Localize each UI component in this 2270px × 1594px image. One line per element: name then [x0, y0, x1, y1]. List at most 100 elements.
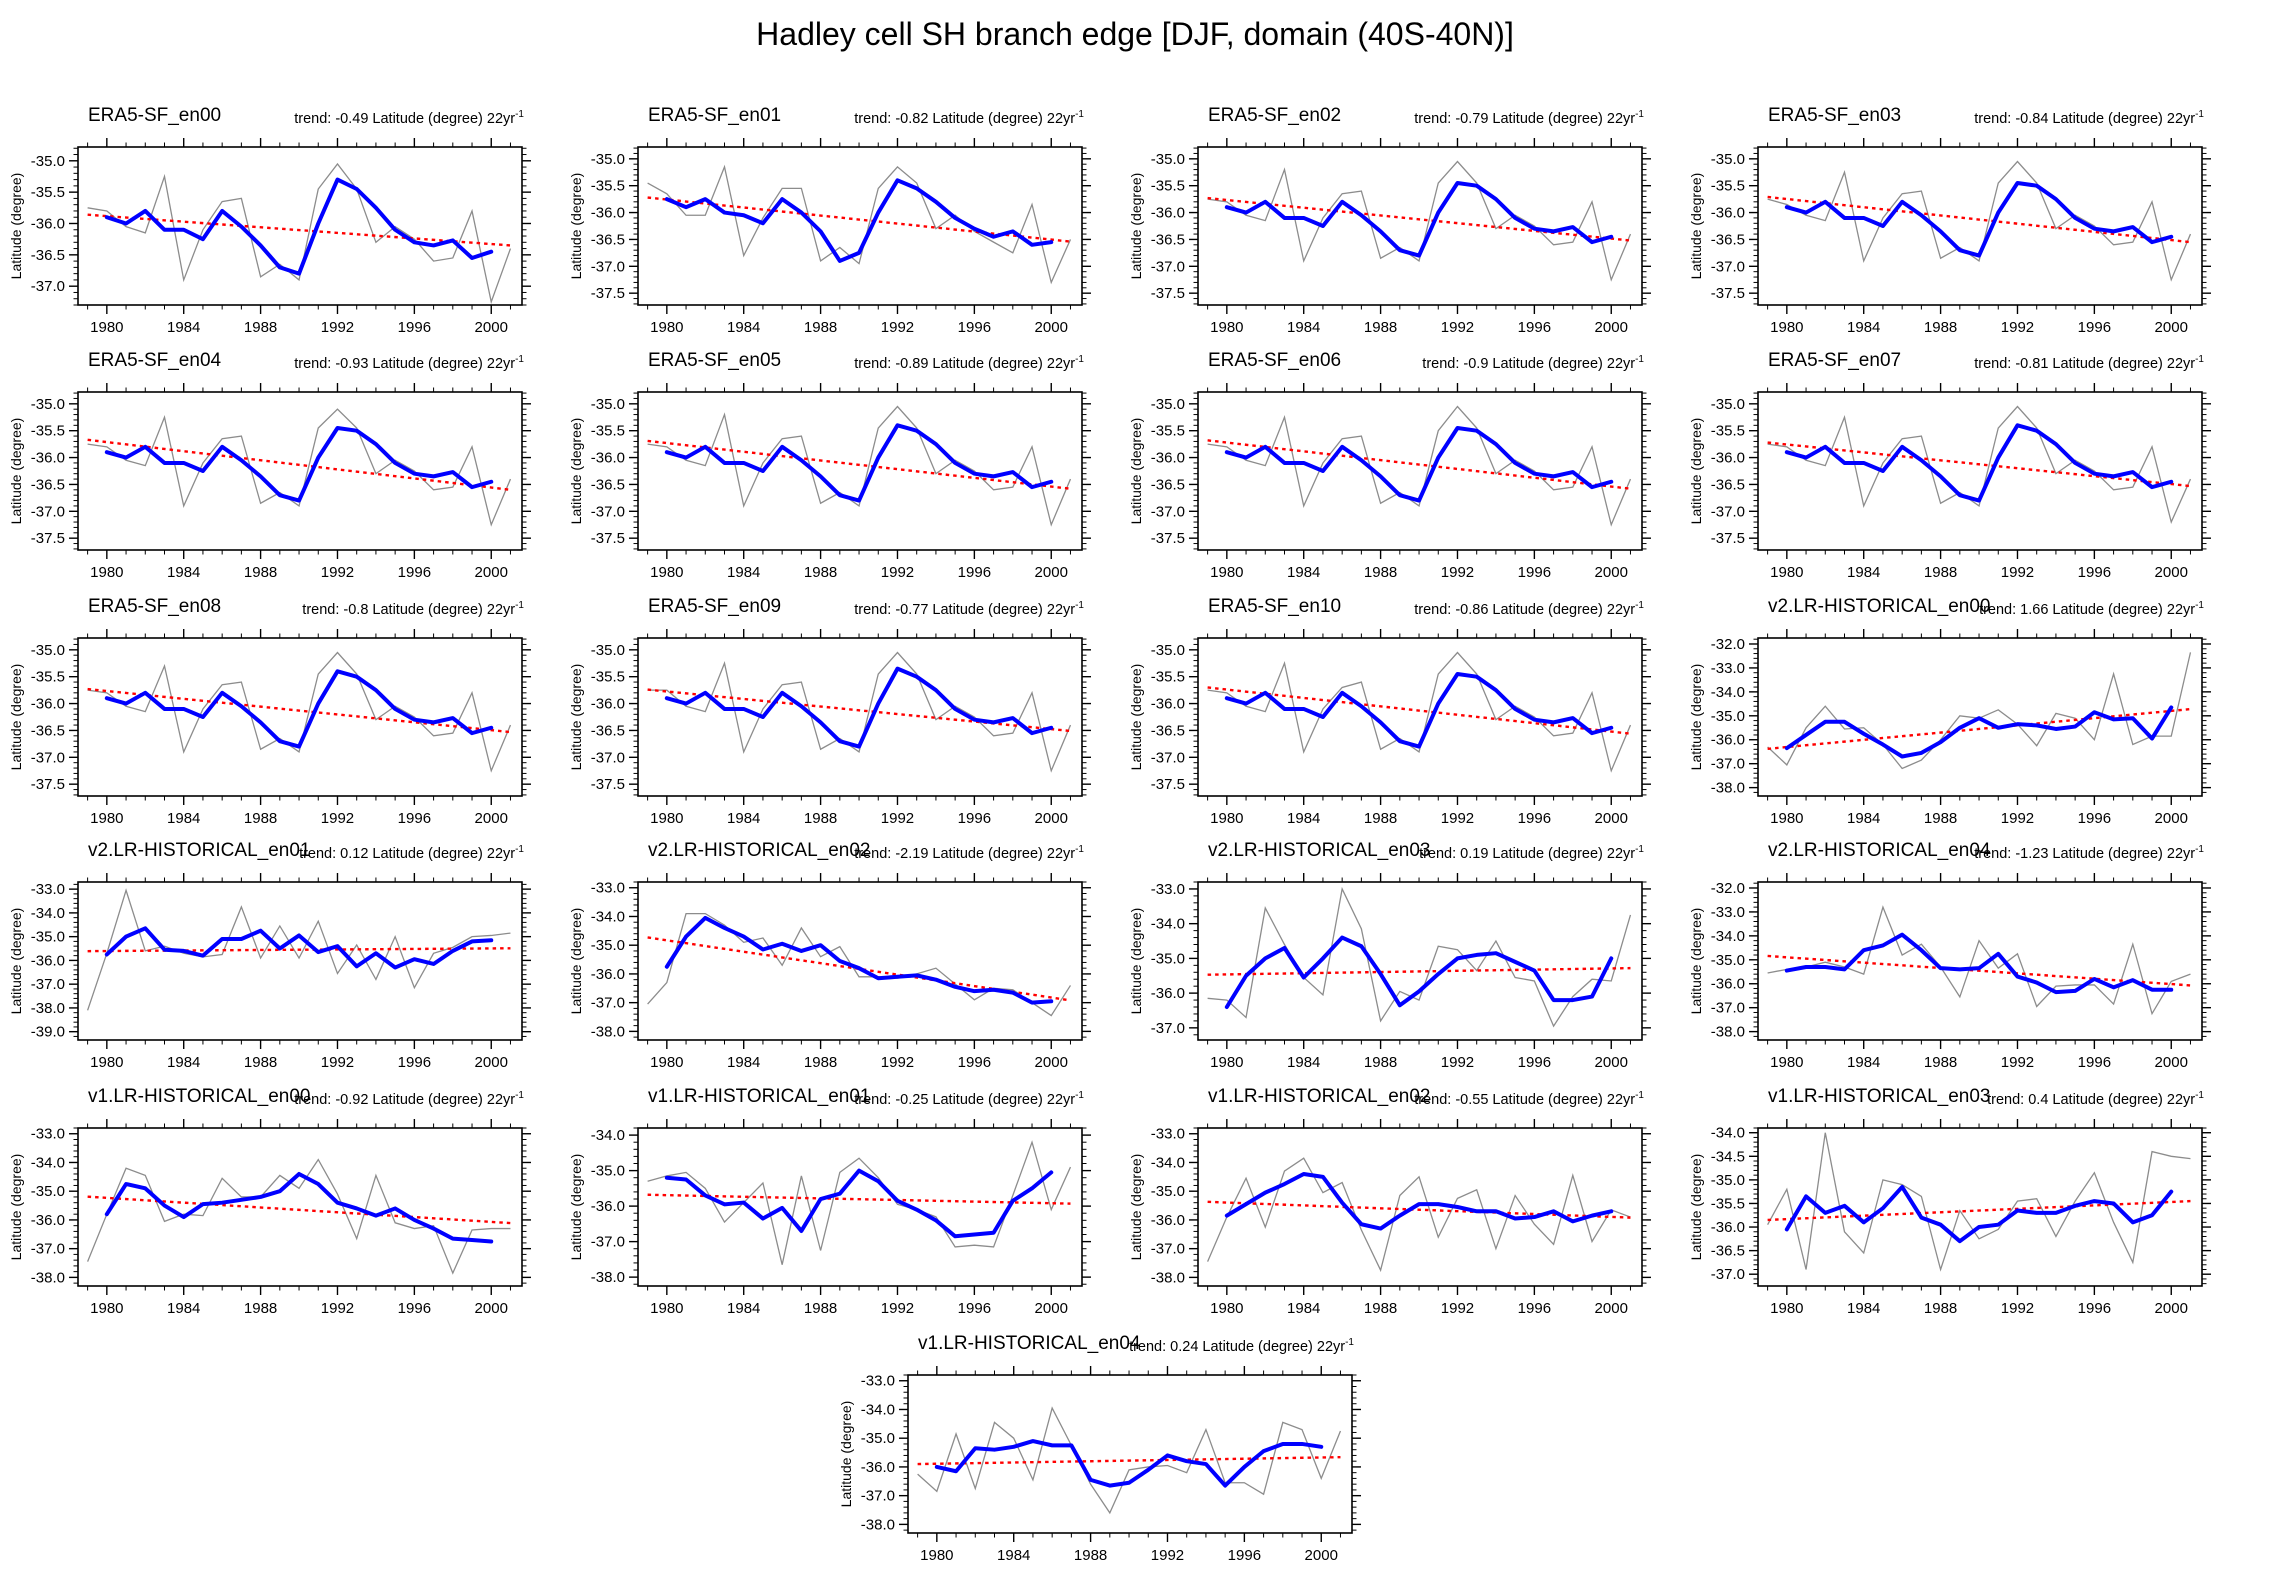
x-tick-label: 1988 [1364, 319, 1397, 336]
trend-label: trend: 0.12 Latitude (degree) 22yr-1 [299, 844, 524, 862]
panel-title: v2.LR-HISTORICAL_en02 [648, 840, 871, 861]
x-tick-label: 1980 [1210, 1300, 1243, 1317]
y-tick-label: -37.0 [1711, 258, 1745, 275]
y-tick-label: -35.5 [1711, 178, 1745, 195]
x-tick-label: 1996 [958, 319, 991, 336]
y-axis-label: Latitude (degree) [1128, 908, 1144, 1015]
plot-frame [637, 881, 1083, 1041]
trend-label-exponent: -1 [2195, 354, 2204, 365]
trend-label-text: trend: -0.77 Latitude (degree) 22yr [854, 601, 1076, 618]
x-tick-label: 1984 [1847, 1054, 1880, 1071]
trend-label-exponent: -1 [515, 1090, 524, 1101]
x-tick-label: 1996 [2078, 1054, 2111, 1071]
x-tick-label: 1992 [1441, 564, 1474, 581]
panel-v1.LR-HISTORICAL_en04: v1.LR-HISTORICAL_en04 trend: 0.24 Latitud… [830, 1313, 1390, 1565]
raw-series-line [87, 1158, 511, 1275]
x-tick-label: 1988 [1924, 1054, 1957, 1071]
y-tick-label: -37.5 [1151, 776, 1185, 793]
y-tick-label: -33.0 [1711, 660, 1745, 677]
plot-ERA5-SF_en08: 1980 1984 1988 1992 1996 2000 -37.5 -37.0 -36.5 -… [8, 629, 531, 827]
trend-label-exponent: -1 [1635, 109, 1644, 120]
trend-label-exponent: -1 [515, 109, 524, 120]
y-tick-label: -36.0 [1711, 1219, 1745, 1236]
y-tick-label: -37.5 [1151, 530, 1185, 547]
y-tick-label: -36.5 [1151, 476, 1185, 493]
plot-frame [77, 637, 523, 797]
plot-ERA5-SF_en04: 1980 1984 1988 1992 1996 2000 -37.5 -37.0 -36.5 -… [8, 383, 531, 581]
y-tick-label: -35.0 [1151, 151, 1185, 168]
trend-label-text: trend: -0.8 Latitude (degree) 22yr [302, 601, 516, 618]
plot-frame [77, 391, 523, 551]
trend-line [1207, 966, 1631, 976]
y-tick-label: -35.5 [1711, 423, 1745, 440]
trend-line [647, 439, 1071, 490]
trend-label-text: trend: -0.49 Latitude (degree) 22yr [294, 110, 516, 127]
y-axis-label: Latitude (degree) [568, 173, 584, 280]
y-tick-label: -37.5 [591, 776, 625, 793]
plot-frame [77, 1127, 523, 1287]
x-tick-label: 1980 [1770, 810, 1803, 827]
trend-label-text: trend: -0.79 Latitude (degree) 22yr [1414, 110, 1636, 127]
x-tick-label: 1988 [244, 319, 277, 336]
x-tick-label: 1988 [804, 1300, 837, 1317]
y-tick-label: -37.0 [861, 1488, 895, 1505]
x-tick-label: 1988 [804, 810, 837, 827]
x-tick-label: 1984 [997, 1547, 1030, 1564]
y-tick-label: -36.0 [591, 450, 625, 467]
plot-ERA5-SF_en09: 1980 1984 1988 1992 1996 2000 -37.5 -37.0 -36.5 -… [568, 629, 1091, 827]
panel-v1.LR-HISTORICAL_en00: v1.LR-HISTORICAL_en00 trend: -0.92 Latitu… [0, 1066, 560, 1318]
y-tick-label: -36.0 [861, 1459, 895, 1476]
x-tick-label: 1988 [804, 564, 837, 581]
y-tick-label: -37.0 [31, 278, 65, 295]
y-axis-label: Latitude (degree) [568, 418, 584, 525]
x-tick-label: 1996 [2078, 319, 2111, 336]
panel-title: v2.LR-HISTORICAL_en03 [1208, 840, 1431, 861]
x-tick-label: 1988 [1074, 1547, 1107, 1564]
y-tick-label: -37.0 [1711, 503, 1745, 520]
trend-label: trend: -1.23 Latitude (degree) 22yr-1 [1974, 844, 2204, 862]
y-tick-label: -37.0 [1151, 1241, 1185, 1258]
smoothed-series-line [104, 926, 494, 970]
y-tick-label: -34.0 [591, 908, 625, 925]
panel-title: v1.LR-HISTORICAL_en02 [1208, 1086, 1431, 1107]
trend-label: trend: 0.19 Latitude (degree) 22yr-1 [1419, 844, 1644, 862]
y-tick-label: -34.0 [1711, 1125, 1745, 1142]
trend-line [1207, 686, 1631, 735]
y-tick-label: -34.5 [1711, 1148, 1745, 1165]
y-tick-label: -33.0 [1151, 881, 1185, 898]
y-tick-label: -35.0 [1151, 1183, 1185, 1200]
y-tick-label: -37.5 [31, 530, 65, 547]
smoothed-series-line [1224, 426, 1614, 503]
y-tick-label: -36.5 [1711, 1243, 1745, 1260]
y-tick-label: -37.0 [1151, 749, 1185, 766]
x-tick-label: 1984 [727, 564, 760, 581]
x-tick-label: 1992 [1441, 1054, 1474, 1071]
y-tick-label: -36.0 [591, 696, 625, 713]
plot-v1.LR-HISTORICAL_en02: 1980 1984 1988 1992 1996 2000 -38.0 -37.0 -36.0 -… [1128, 1119, 1651, 1317]
panel-ERA5-SF_en08: ERA5-SF_en08 trend: -0.8 Latitude (degree… [0, 576, 560, 828]
x-tick-label: 1980 [90, 1300, 123, 1317]
x-tick-label: 1988 [244, 564, 277, 581]
trend-label-exponent: -1 [2195, 109, 2204, 120]
y-tick-label: -36.0 [1151, 205, 1185, 222]
x-tick-label: 1988 [1364, 564, 1397, 581]
smoothed-series-line [1784, 423, 2174, 503]
plot-v2.LR-HISTORICAL_en04: 1980 1984 1988 1992 1996 2000 -38.0 -37.0 -36.0 -… [1688, 873, 2211, 1071]
trend-label-exponent: -1 [1345, 1337, 1354, 1348]
trend-label: trend: -0.89 Latitude (degree) 22yr-1 [854, 354, 1084, 372]
x-tick-label: 2000 [2155, 1300, 2188, 1317]
plot-frame [1197, 146, 1643, 306]
y-axis-label: Latitude (degree) [568, 908, 584, 1015]
trend-line [647, 1193, 1071, 1205]
panel-title: ERA5-SF_en01 [648, 105, 782, 126]
trend-label-exponent: -1 [1075, 844, 1084, 855]
x-tick-label: 1984 [1287, 564, 1320, 581]
x-tick-label: 1980 [1210, 1054, 1243, 1071]
trend-label: trend: 1.66 Latitude (degree) 22yr-1 [1979, 600, 2204, 618]
panel-v2.LR-HISTORICAL_en01: v2.LR-HISTORICAL_en01 trend: 0.12 Latitud… [0, 820, 560, 1072]
plot-v1.LR-HISTORICAL_en00: 1980 1984 1988 1992 1996 2000 -38.0 -37.0 -36.0 -… [8, 1119, 531, 1317]
plot-frame [1757, 146, 2203, 306]
y-tick-label: -33.0 [861, 1373, 895, 1390]
y-tick-label: -38.0 [1151, 1269, 1185, 1286]
y-tick-label: -37.5 [31, 776, 65, 793]
